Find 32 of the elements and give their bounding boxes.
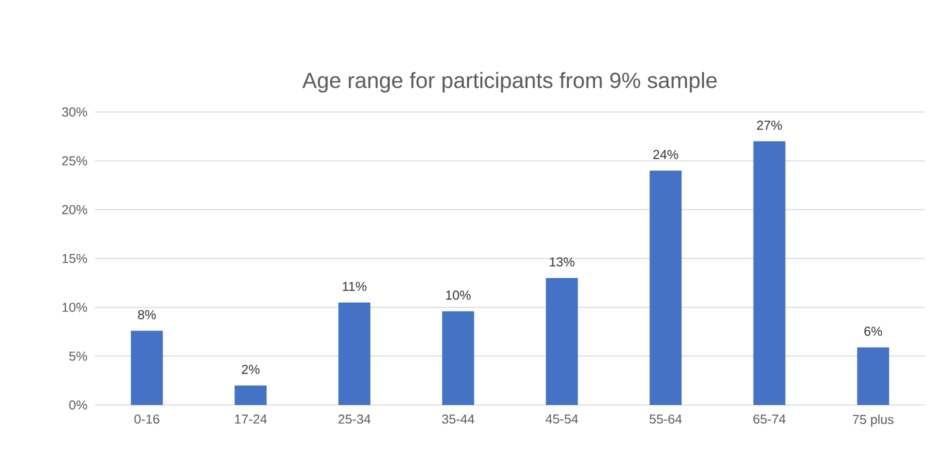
chart-title: Age range for participants from 9% sample: [302, 72, 717, 92]
x-tick-label: 65-74: [753, 414, 786, 424]
bar: [753, 141, 786, 405]
y-tick-label: 5%: [69, 352, 88, 361]
data-label: 11%: [342, 282, 366, 291]
x-tick-label: 25-34: [338, 414, 371, 424]
y-tick-label: 25%: [62, 156, 88, 166]
bar: [857, 347, 890, 405]
data-label: 2%: [242, 364, 260, 374]
bar: [442, 311, 474, 405]
data-label: 6%: [864, 326, 882, 336]
bar: [338, 302, 370, 405]
x-tick-label: 17-24: [235, 414, 267, 424]
y-tick-label: 0%: [69, 400, 88, 410]
bar: [234, 385, 267, 405]
x-tick-label: 35-44: [442, 414, 474, 424]
data-label: 8%: [138, 310, 156, 320]
bar: [546, 278, 578, 405]
x-tick-label: 55-64: [650, 414, 682, 424]
data-label: 13%: [550, 257, 574, 267]
x-tick-label: 45-54: [546, 414, 578, 424]
x-tick-label: 75 plus: [852, 414, 894, 427]
bar: [130, 330, 163, 405]
data-label: 24%: [653, 150, 678, 160]
y-tick-label: 15%: [62, 254, 88, 264]
y-tick-label: 30%: [62, 107, 88, 117]
x-tick-label: 0-16: [134, 414, 160, 424]
y-tick-label: 20%: [62, 205, 88, 214]
data-label: 27%: [757, 120, 782, 130]
y-tick-label: 10%: [62, 302, 88, 312]
bar: [650, 170, 682, 405]
data-label: 10%: [446, 290, 471, 300]
